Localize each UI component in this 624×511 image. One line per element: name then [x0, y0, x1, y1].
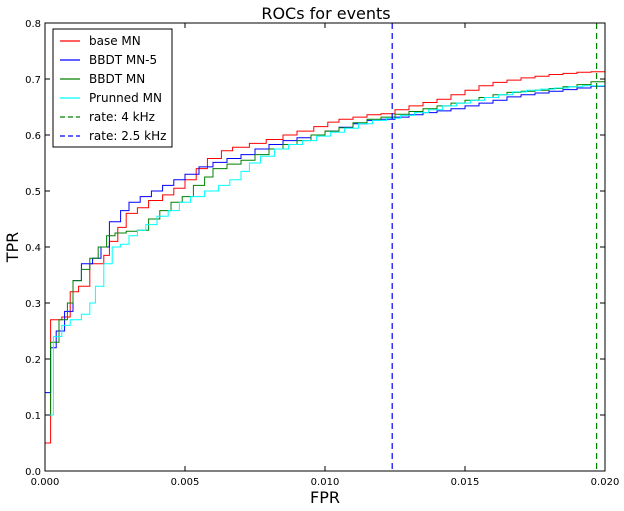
x-tick-label: 0.005	[171, 477, 200, 488]
threshold-lines	[391, 23, 598, 471]
chart-title: ROCs for events	[261, 4, 390, 23]
x-tick-label: 0.020	[591, 477, 620, 488]
plot-frame	[44, 22, 606, 472]
legend-box	[52, 28, 173, 148]
y-tick-label: 0.4	[25, 243, 41, 254]
x-tick-labels: 0.000 0.005 0.010 0.015 0.020	[31, 477, 620, 488]
series-line-prunned-mn	[45, 84, 606, 416]
legend-label-bbdt-mn: BBDT MN	[89, 72, 145, 86]
y-tick-label: 0.1	[25, 411, 41, 422]
legend-label-base-mn: base MN	[89, 34, 141, 48]
y-tick-label: 0.8	[25, 19, 41, 30]
y-tick-label: 0.3	[25, 299, 41, 310]
y-tick-label: 0.7	[25, 75, 41, 86]
legend-label-rate-4-khz: rate: 4 kHz	[89, 110, 155, 124]
legend-label-prunned-mn: Prunned MN	[89, 91, 162, 105]
legend: base MN BBDT MN-5 BBDT MN Prunned MN rate: 4…	[52, 28, 173, 148]
x-axis-title: FPR	[310, 488, 340, 507]
series-layer	[45, 71, 606, 444]
legend-label-rate-2-5-khz: rate: 2.5 kHz	[89, 129, 166, 143]
y-tick-labels: 0.0 0.1 0.2 0.3 0.4 0.5 0.6 0.7 0.8	[25, 19, 41, 478]
y-tick-label: 0.2	[25, 355, 41, 366]
y-tick-label: 0.0	[25, 467, 41, 478]
legend-label-bbdt-mn-5: BBDT MN-5	[89, 53, 157, 67]
y-tick-label: 0.5	[25, 187, 41, 198]
y-axis-title: TPR	[3, 232, 22, 264]
x-tick-label: 0.000	[31, 477, 60, 488]
series-line-base-mn	[45, 71, 606, 444]
x-tick-label: 0.015	[451, 477, 480, 488]
y-tick-label: 0.6	[25, 131, 41, 142]
x-tick-label: 0.010	[311, 477, 340, 488]
